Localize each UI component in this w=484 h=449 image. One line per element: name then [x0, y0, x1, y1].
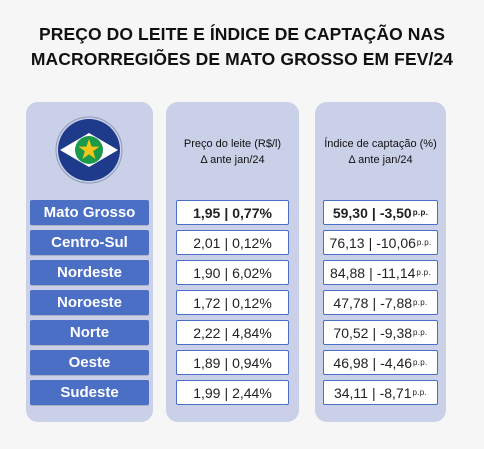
price-delta: 0,12%: [232, 234, 272, 251]
title-line-1: PREÇO DO LEITE E ÍNDICE DE CAPTAÇÃO NAS: [38, 24, 446, 44]
index-value: 84,88: [330, 264, 366, 281]
price-cell: 1,99 | 2,44%: [176, 380, 289, 405]
price-cell: 2,01 | 0,12%: [176, 230, 289, 255]
index-delta: -11,14: [376, 264, 416, 281]
value-separator: |: [368, 234, 373, 251]
index-delta: -9,38: [380, 324, 413, 341]
price-cell: 1,89 | 0,94%: [176, 350, 289, 375]
index-delta: -7,88: [380, 294, 413, 311]
price-value: 2,22: [193, 324, 221, 341]
index-delta: -10,06: [376, 234, 416, 251]
index-panel: Índice de captação (%) Δ ante jan/24 59,…: [315, 102, 446, 422]
index-cell: 70,52 | -9,38 p.p.: [323, 320, 438, 345]
region-label: Centro-Sul: [30, 230, 149, 255]
index-value: 70,52: [333, 324, 369, 341]
value-separator: |: [224, 264, 229, 281]
region-label: Mato Grosso: [30, 200, 149, 225]
index-delta: -3,50: [379, 204, 412, 221]
index-header-title: Índice de captação (%): [324, 138, 437, 150]
index-delta: -4,46: [380, 354, 413, 371]
index-value: 59,30: [332, 204, 368, 221]
region-label: Sudeste: [30, 380, 149, 405]
value-separator: |: [224, 234, 229, 251]
unit-pp: p.p.: [413, 298, 428, 307]
mato-grosso-flag-emblem-icon: [55, 116, 123, 184]
index-delta: -8,71: [379, 384, 412, 401]
price-value: 1,99: [193, 384, 221, 401]
unit-pp: p.p.: [416, 238, 432, 247]
index-value: 47,78: [333, 294, 369, 311]
unit-pp: p.p.: [416, 268, 431, 277]
index-value: 34,11: [333, 384, 368, 401]
index-value: 76,13: [329, 234, 365, 251]
price-value: 1,95: [193, 204, 221, 221]
index-column-header: Índice de captação (%) Δ ante jan/24: [315, 136, 446, 168]
index-cell: 34,11 | -8,71 p.p.: [323, 380, 438, 405]
value-separator: |: [224, 204, 229, 221]
value-separator: |: [372, 354, 377, 371]
price-cell: 1,90 | 6,02%: [176, 260, 289, 285]
price-header-subtitle: Δ ante jan/24: [200, 154, 265, 166]
title-line-2: MACRORREGIÕES DE MATO GROSSO EM FEV/24: [30, 49, 454, 69]
value-separator: |: [224, 324, 229, 341]
index-value: 46,98: [333, 354, 369, 371]
price-cell: 2,22 | 4,84%: [176, 320, 289, 345]
price-delta: 6,02%: [232, 264, 272, 281]
price-value: 2,01: [193, 234, 221, 251]
unit-pp: p.p.: [412, 208, 429, 217]
price-value: 1,89: [193, 354, 221, 371]
value-separator: |: [371, 384, 376, 401]
price-delta: 2,44%: [232, 384, 272, 401]
price-panel: Preço do leite (R$/l) Δ ante jan/24 1,95…: [166, 102, 299, 422]
value-separator: |: [372, 294, 377, 311]
index-cell: 59,30 | -3,50 p.p.: [323, 200, 438, 225]
value-separator: |: [369, 264, 373, 281]
price-cell: 1,95 | 0,77%: [176, 200, 289, 225]
price-header-title: Preço do leite (R$/l): [183, 138, 282, 150]
index-cell: 47,78 | -7,88 p.p.: [323, 290, 438, 315]
index-cell: 84,88 | -11,14 p.p.: [323, 260, 438, 285]
unit-pp: p.p.: [413, 328, 428, 337]
price-delta: 0,94%: [232, 354, 272, 371]
region-label: Nordeste: [30, 260, 149, 285]
price-delta: 0,12%: [232, 294, 272, 311]
value-separator: |: [224, 384, 229, 401]
value-separator: |: [224, 354, 229, 371]
chart-title: PREÇO DO LEITE E ÍNDICE DE CAPTAÇÃO NAS …: [0, 22, 484, 72]
price-column-header: Preço do leite (R$/l) Δ ante jan/24: [166, 136, 299, 168]
region-label: Oeste: [30, 350, 149, 375]
value-separator: |: [224, 294, 229, 311]
region-label: Norte: [30, 320, 149, 345]
price-delta: 0,77%: [232, 204, 272, 221]
unit-pp: p.p.: [413, 358, 428, 367]
price-value: 1,90: [193, 264, 221, 281]
index-cell: 46,98 | -4,46 p.p.: [323, 350, 438, 375]
price-delta: 4,84%: [232, 324, 272, 341]
region-label: Noroeste: [30, 290, 149, 315]
unit-pp: p.p.: [412, 388, 428, 397]
price-value: 1,72: [193, 294, 221, 311]
value-separator: |: [371, 204, 376, 221]
index-header-subtitle: Δ ante jan/24: [348, 154, 413, 166]
regions-panel: Mato Grosso Centro-Sul Nordeste Noroeste Nor…: [26, 102, 153, 422]
value-separator: |: [372, 324, 377, 341]
price-cell: 1,72 | 0,12%: [176, 290, 289, 315]
index-cell: 76,13 | -10,06 p.p.: [323, 230, 438, 255]
